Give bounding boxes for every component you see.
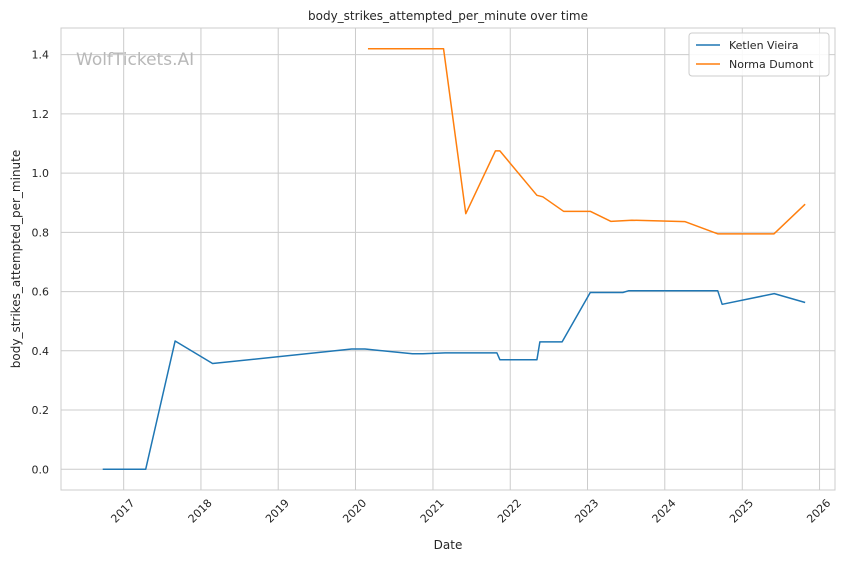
y-tick-label: 1.4 — [32, 49, 50, 62]
y-tick-label: 0.2 — [32, 404, 50, 417]
x-tick-label: 2025 — [727, 497, 756, 526]
x-tick-label: 2026 — [804, 497, 833, 526]
y-tick-label: 0.4 — [32, 345, 50, 358]
x-tick-label: 2023 — [572, 497, 601, 526]
y-tick-label: 0.0 — [32, 463, 50, 476]
y-tick-label: 1.2 — [32, 108, 50, 121]
x-tick-label: 2024 — [650, 497, 679, 526]
legend-label: Norma Dumont — [729, 58, 814, 71]
legend-box — [688, 32, 830, 77]
y-axis-ticks: 0.0 0.2 0.4 0.6 0.8 1.0 1.2 1.4 — [32, 49, 50, 477]
grid-lines — [61, 28, 835, 490]
x-tick-label: 2019 — [263, 497, 292, 526]
x-tick-label: 2020 — [340, 497, 369, 526]
y-tick-label: 0.8 — [32, 226, 50, 239]
x-axis-ticks: 2017 2018 2019 2020 2021 2022 2023 2024 2025 2026 — [108, 497, 833, 526]
series-line-1 — [102, 289, 806, 471]
y-axis-label: body_strikes_attempted_per_minute — [9, 150, 23, 368]
x-tick-label: 2021 — [418, 497, 447, 526]
y-tick-label: 0.6 — [32, 286, 50, 299]
plot-frame — [60, 27, 836, 491]
x-axis-label: Date — [434, 538, 463, 552]
legend: Ketlen Vieira Norma Dumont — [688, 32, 830, 77]
series-layer — [102, 47, 806, 471]
y-tick-label: 1.0 — [32, 167, 50, 180]
watermark: WolfTickets.AI — [76, 50, 194, 70]
x-tick-label: 2018 — [186, 497, 215, 526]
x-tick-label: 2022 — [495, 497, 524, 526]
legend-label: Ketlen Vieira — [729, 39, 798, 52]
series-line-2 — [367, 47, 806, 235]
x-tick-label: 2017 — [108, 497, 137, 526]
chart-title: body_strikes_attempted_per_minute over t… — [308, 9, 588, 23]
